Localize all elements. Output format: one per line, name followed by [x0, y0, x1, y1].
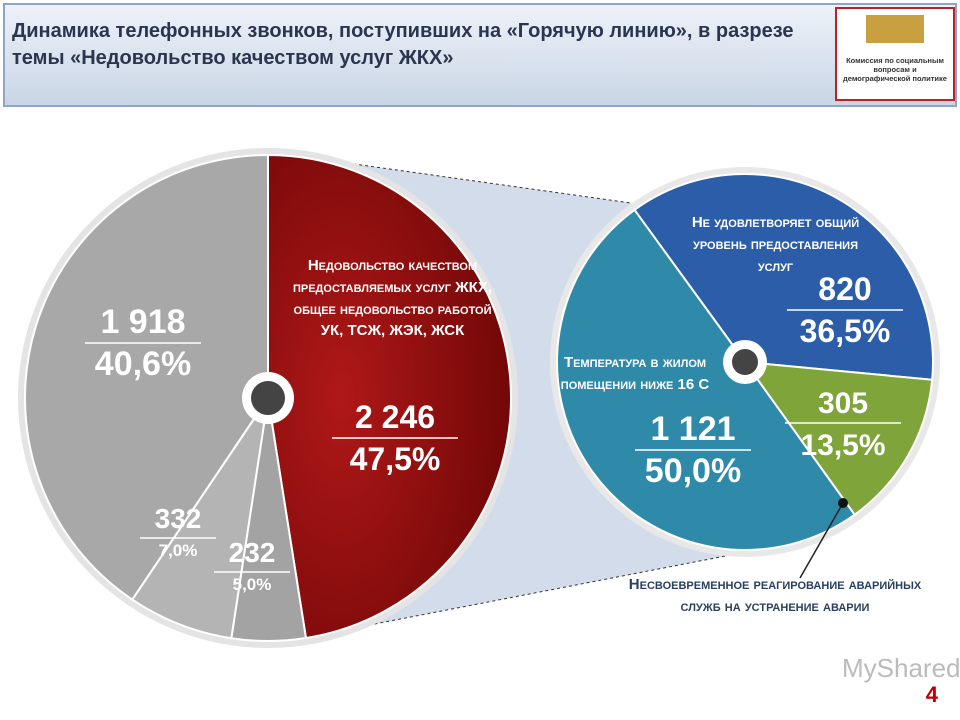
title: Динамика телефонных звонков, поступивших… — [12, 20, 794, 69]
leader-dot — [838, 498, 848, 508]
percent-label: 50,0% — [645, 452, 741, 490]
header-box — [3, 3, 957, 107]
percent-label: 36,5% — [800, 313, 891, 349]
category-label: Не удовлетворяет общий уровень предостав… — [691, 214, 860, 275]
logo-emblem — [866, 15, 924, 43]
percent-label: 13,5% — [800, 429, 885, 462]
category-label: Температура в жилом помещении ниже 16 С — [560, 354, 710, 393]
value-label: 305 — [818, 387, 868, 420]
page-number: 4 — [926, 682, 939, 707]
pie-hub — [732, 349, 758, 375]
percent-label: 7,0% — [159, 541, 198, 560]
value-label: 232 — [229, 537, 276, 568]
value-label: 1 121 — [650, 410, 735, 448]
pie-slice — [130, 397, 269, 640]
pie-slice — [24, 153, 269, 601]
category-label: Недовольство качеством предоставляемых у… — [292, 257, 493, 340]
pie-slice — [556, 208, 857, 551]
category-label: Несвоевременное реагирование аварийных с… — [628, 576, 922, 615]
value-label: 1 918 — [100, 303, 185, 341]
pie-hub — [251, 381, 285, 415]
connector-line — [291, 539, 809, 641]
value-label: 2 246 — [355, 399, 435, 435]
percent-label: 47,5% — [350, 441, 441, 477]
percent-label: 5,0% — [233, 575, 272, 594]
pie-slice — [633, 173, 934, 381]
pie-slice — [267, 153, 512, 640]
leader-line — [799, 502, 844, 579]
logo-text: Комиссия по социальным вопросам и демогр… — [843, 56, 947, 83]
pie-slice — [742, 360, 934, 517]
percent-label: 40,6% — [95, 345, 191, 383]
value-label: 820 — [818, 271, 871, 307]
value-label: 332 — [155, 503, 202, 534]
watermark: MyShared — [842, 653, 960, 683]
